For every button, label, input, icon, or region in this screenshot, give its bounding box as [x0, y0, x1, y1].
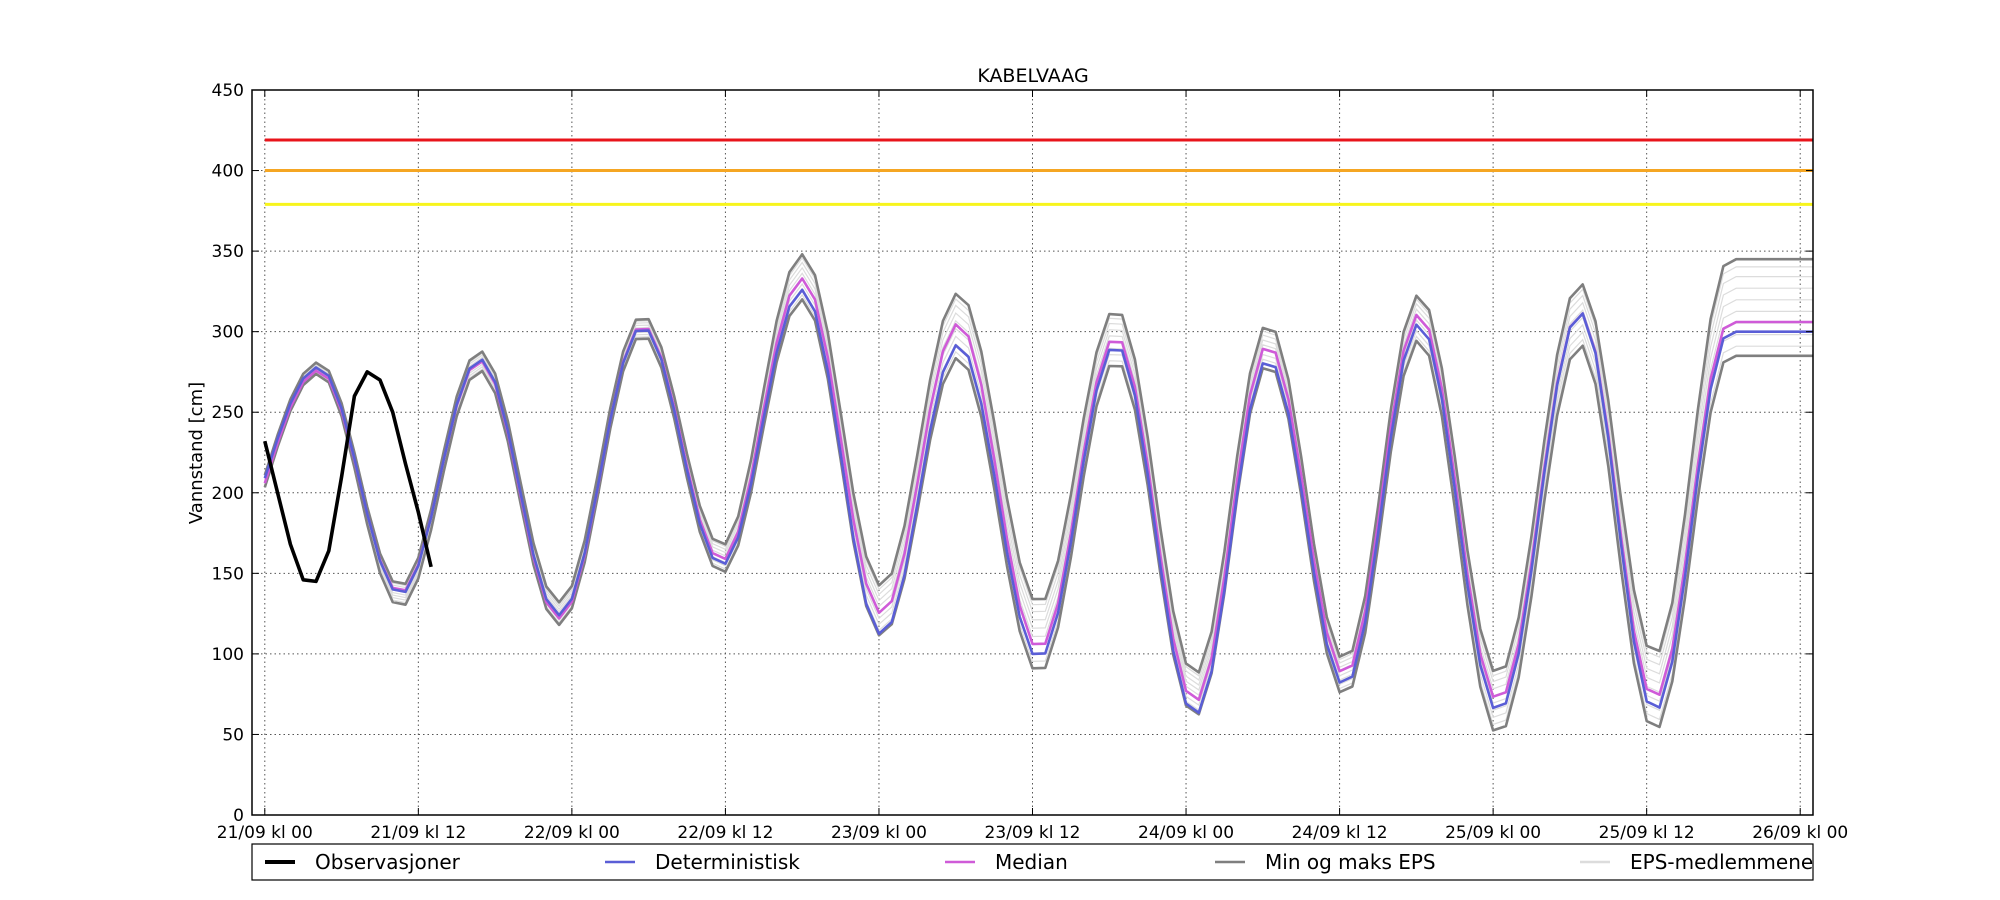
chart-title: KABELVAAG — [977, 65, 1088, 87]
x-tick-label: 25/09 kl 00 — [1445, 823, 1541, 843]
x-tick-label: 25/09 kl 12 — [1599, 823, 1695, 843]
y-tick-label: 100 — [212, 645, 244, 665]
x-tick-label: 23/09 kl 00 — [831, 823, 927, 843]
max-eps-line — [263, 253, 1813, 674]
x-tick-label: 23/09 kl 12 — [985, 823, 1081, 843]
legend-item-label: Deterministisk — [655, 850, 800, 874]
x-tick-label: 24/09 kl 12 — [1292, 823, 1388, 843]
axis-ticks: 0 50 100 150 200 250 300 350 400 450 21/09 kl 00 21… — [212, 81, 1849, 843]
min-eps-line — [263, 298, 1813, 732]
x-tick-label: 26/09 kl 00 — [1752, 823, 1848, 843]
y-tick-label: 150 — [212, 564, 244, 584]
legend-item-label: Min og maks EPS — [1265, 850, 1436, 874]
y-tick-label: 200 — [212, 484, 244, 504]
x-tick-label: 24/09 kl 00 — [1138, 823, 1234, 843]
y-tick-label: 50 — [222, 725, 244, 745]
y-tick-label: 350 — [212, 242, 244, 262]
y-tick-label: 450 — [212, 81, 244, 101]
y-tick-label: 0 — [233, 806, 244, 826]
legend-box — [251, 843, 1814, 881]
y-tick-label: 400 — [212, 162, 244, 182]
deterministic-line — [263, 288, 1813, 714]
series-lines — [263, 253, 1813, 732]
y-tick-label: 300 — [212, 323, 244, 343]
legend-item-label: Observasjoner — [315, 850, 461, 874]
legend: Observasjoner Deterministisk Median Min og … — [251, 843, 1814, 881]
y-axis-label: Vannstand [cm] — [186, 382, 207, 524]
legend-item-label: Median — [995, 850, 1068, 874]
x-tick-label: 21/09 kl 12 — [370, 823, 466, 843]
y-tick-label: 250 — [212, 403, 244, 423]
x-tick-label: 22/09 kl 00 — [524, 823, 620, 843]
observation-line — [263, 370, 433, 584]
legend-item-label: EPS-medlemmene — [1630, 850, 1813, 874]
threshold-lines — [264, 138, 1813, 206]
x-tick-label: 21/09 kl 00 — [217, 823, 313, 843]
x-tick-label: 22/09 kl 12 — [677, 823, 773, 843]
